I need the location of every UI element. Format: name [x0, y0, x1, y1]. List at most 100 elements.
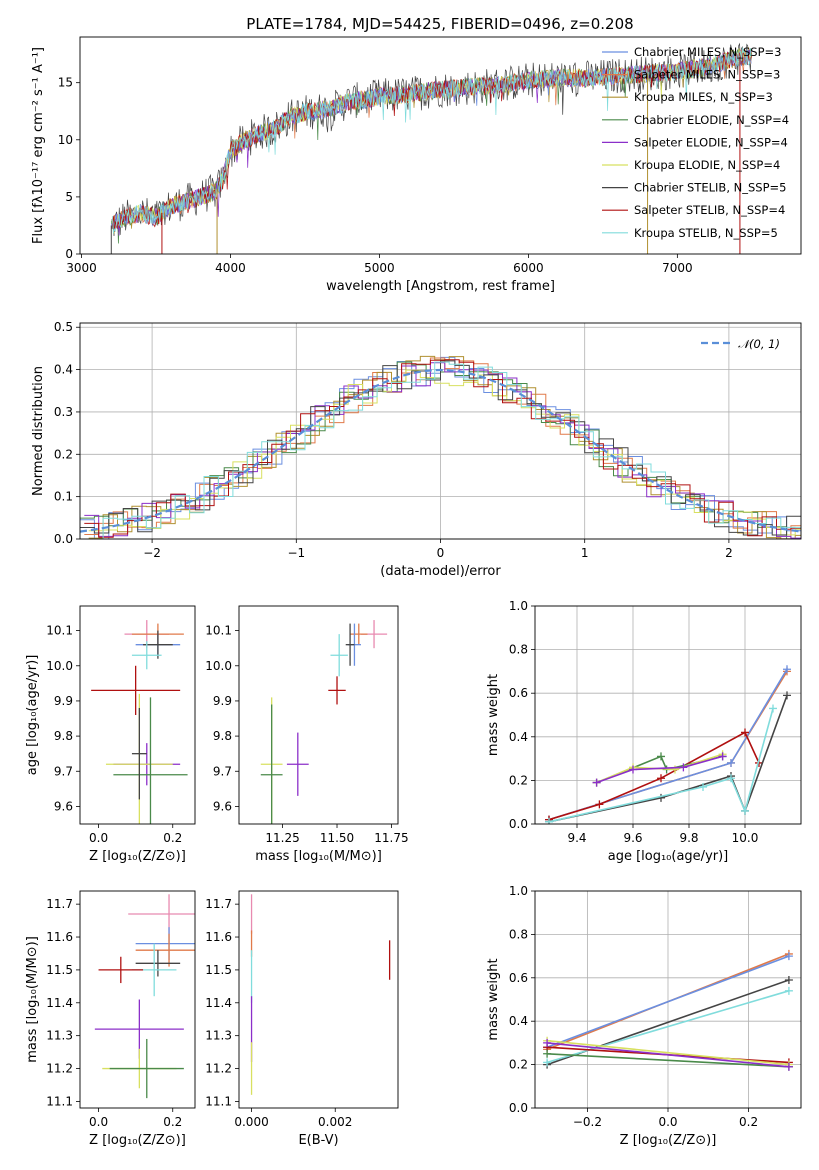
- y-axis-label: mass [log₁₀(M/M⊙)]: [25, 936, 40, 1063]
- weight-marker: [679, 763, 688, 772]
- x-tick-label: 11.25: [265, 831, 299, 845]
- weight-marker: [783, 665, 791, 674]
- weight-line: [547, 1039, 789, 1066]
- panel-weight_vs_age: 9.4 9.6 9.8 10.0 0.0 0.2 0.4 0.6 0.8 1.0 age [log₁…: [486, 599, 802, 864]
- legend-label: Kroupa MILES, N_SSP=3: [634, 90, 773, 104]
- x-axis-label: (data-model)/error: [380, 564, 501, 579]
- y-tick-label: 11.2: [46, 1062, 73, 1076]
- legend-label: Chabrier ELODIE, N_SSP=4: [634, 113, 789, 127]
- y-tick-label: 11.6: [46, 930, 73, 944]
- weight-marker: [592, 778, 601, 787]
- weight-marker: [545, 817, 553, 824]
- weight-marker: [727, 758, 735, 767]
- y-tick-label: 11.7: [205, 897, 232, 911]
- x-tick-label: 11.75: [374, 831, 408, 845]
- weight-marker: [784, 986, 793, 995]
- legend-label: 𝒩(0, 1): [738, 337, 780, 351]
- y-tick-label: 9.9: [54, 694, 73, 708]
- y-tick-label: 0.4: [54, 363, 73, 377]
- x-tick-label: −0.2: [573, 1115, 602, 1129]
- axes-frame: [238, 605, 399, 825]
- weight-marker: [741, 806, 749, 815]
- x-tick-label: 7000: [662, 261, 693, 275]
- y-tick-label: 11.2: [205, 1062, 232, 1076]
- legend-label: Kroupa ELODIE, N_SSP=4: [634, 158, 780, 172]
- y-tick-label: 0.2: [54, 447, 73, 461]
- histogram-steps: [88, 369, 801, 536]
- x-axis-label: E(B-V): [298, 1133, 338, 1148]
- y-tick-label: 0.0: [509, 1101, 528, 1115]
- x-tick-label: −2: [143, 546, 161, 560]
- axes-frame: [79, 36, 802, 255]
- y-tick-label: 9.6: [213, 799, 232, 813]
- x-tick-label: 4000: [215, 261, 246, 275]
- plot-area: [80, 355, 801, 539]
- weight-marker: [784, 952, 793, 961]
- y-tick-label: 10: [58, 133, 73, 147]
- x-tick-label: 10.0: [732, 831, 759, 845]
- weight-marker: [741, 728, 749, 737]
- y-tick-label: 0.0: [509, 817, 528, 831]
- y-tick-label: 0.5: [54, 320, 73, 334]
- weight-marker: [543, 1038, 552, 1047]
- x-tick-label: 9.4: [567, 831, 586, 845]
- weight-line: [548, 708, 774, 823]
- x-tick-label: 0.0: [658, 1115, 677, 1129]
- y-tick-label: 11.3: [46, 1029, 73, 1043]
- weight-line: [547, 1053, 789, 1068]
- y-tick-label: 11.4: [205, 996, 232, 1010]
- y-tick-label: 11.4: [46, 996, 73, 1010]
- y-axis-label: Normed distribution: [31, 366, 46, 496]
- x-tick-label: 0.002: [318, 1115, 352, 1129]
- legend-label: Salpeter STELIB, N_SSP=4: [634, 203, 785, 217]
- y-tick-label: 0.0: [54, 532, 73, 546]
- x-tick-label: 6000: [513, 261, 544, 275]
- axes-frame: [534, 890, 802, 1109]
- weight-marker: [718, 752, 727, 761]
- x-tick-label: 0.000: [234, 1115, 268, 1129]
- y-axis-label: age [log₁₀(age/yr)]: [25, 655, 40, 776]
- axes-frame: [238, 890, 399, 1109]
- y-tick-label: 9.8: [54, 729, 73, 743]
- x-tick-label: 0.2: [163, 831, 182, 845]
- y-tick-label: 11.1: [46, 1094, 73, 1108]
- y-axis-label: mass weight: [486, 674, 501, 756]
- x-tick-label: 0.0: [89, 1115, 108, 1129]
- y-tick-label: 1.0: [509, 599, 528, 613]
- x-tick-label: 11.50: [320, 831, 354, 845]
- axes-frame: [79, 322, 802, 540]
- x-tick-label: 5000: [364, 261, 395, 275]
- panel-age_vs_Z: 0.0 0.2 9.6 9.7 9.8 9.9 10.0 10.1 Z [log₁₀(Z/Z⊙)…: [25, 605, 196, 864]
- weight-marker: [543, 1049, 552, 1058]
- spectrum-line: [110, 49, 752, 230]
- y-tick-label: 10.1: [205, 624, 232, 638]
- y-tick-label: 0.8: [509, 643, 528, 657]
- y-tick-label: 11.7: [46, 897, 73, 911]
- y-tick-label: 9.7: [213, 764, 232, 778]
- x-tick-label: 2: [725, 546, 733, 560]
- x-axis-label: mass [log₁₀(M/M⊙)]: [255, 849, 382, 864]
- y-tick-label: 15: [58, 76, 73, 90]
- y-tick-label: 9.8: [213, 729, 232, 743]
- y-tick-label: 0.3: [54, 405, 73, 419]
- plot-area: [545, 665, 791, 824]
- weight-line: [548, 695, 788, 823]
- y-axis-label: mass weight: [486, 958, 501, 1040]
- histogram-steps: [84, 359, 801, 538]
- weight-marker: [783, 691, 791, 700]
- y-tick-label: 11.6: [205, 930, 232, 944]
- x-tick-label: 9.8: [679, 831, 698, 845]
- y-tick-label: 1.0: [509, 884, 528, 898]
- weight-line: [547, 1042, 789, 1068]
- y-tick-label: 11.5: [205, 963, 232, 977]
- plot-area: [250, 894, 391, 1095]
- weight-marker: [784, 975, 793, 984]
- y-tick-label: 11.3: [205, 1029, 232, 1043]
- plot-area: [94, 894, 195, 1099]
- y-tick-label: 0: [65, 247, 73, 261]
- histogram-steps: [84, 362, 801, 539]
- weight-marker: [595, 800, 604, 809]
- axes-frame: [79, 605, 196, 825]
- y-tick-label: 9.7: [54, 764, 73, 778]
